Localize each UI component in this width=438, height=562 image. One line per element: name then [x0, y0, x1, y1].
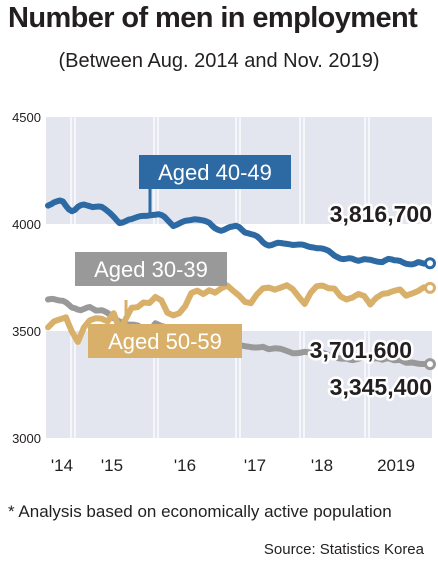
y-tick-label: 3500 — [12, 324, 41, 339]
x-tick-label: '18 — [311, 456, 333, 475]
y-tick-label: 4000 — [12, 217, 41, 232]
series-label-box-0 — [139, 155, 291, 189]
series-labels: Aged 40-49 Aged 30-39 Aged 50-59 — [75, 155, 291, 358]
chart-title: Number of men in employment — [8, 2, 418, 34]
series-label-box-1 — [75, 252, 227, 286]
y-axis: 3000 3500 4000 4500 — [12, 110, 41, 446]
end-value-label-2: 3,701,600 — [310, 337, 412, 363]
series-end-marker-0 — [424, 257, 436, 270]
footnote: * Analysis based on economically active … — [8, 502, 392, 521]
series-label-box-2 — [88, 324, 242, 358]
series-line-2 — [45, 282, 433, 345]
x-tick-label: '16 — [174, 456, 196, 475]
x-axis: '14 '15 '16 '17 '18 2019 — [51, 456, 415, 475]
series-label-2: Aged 50-59 — [108, 329, 222, 354]
x-tick-label: '17 — [244, 456, 266, 475]
y-tick-label: 4500 — [12, 110, 41, 125]
x-tick-label: '14 — [51, 456, 73, 475]
series-line-0 — [45, 197, 433, 268]
series-end-marker-2 — [424, 281, 436, 294]
series-label-0: Aged 40-49 — [158, 160, 272, 185]
x-tick-label: 2019 — [377, 456, 415, 475]
end-value-label-0: 3,816,700 — [330, 201, 432, 227]
end-value-label-1: 3,345,400 — [330, 374, 432, 400]
end-value-labels: 3,816,700 3,701,600 3,345,400 — [307, 199, 434, 403]
y-tick-label: 3000 — [12, 431, 41, 446]
source-note: Source: Statistics Korea — [263, 541, 424, 558]
series-label-1: Aged 30-39 — [94, 257, 208, 282]
x-tick-label: '15 — [101, 456, 123, 475]
series-end-marker-1 — [424, 358, 436, 371]
chart-subtitle: (Between Aug. 2014 and Nov. 2019) — [58, 50, 380, 72]
